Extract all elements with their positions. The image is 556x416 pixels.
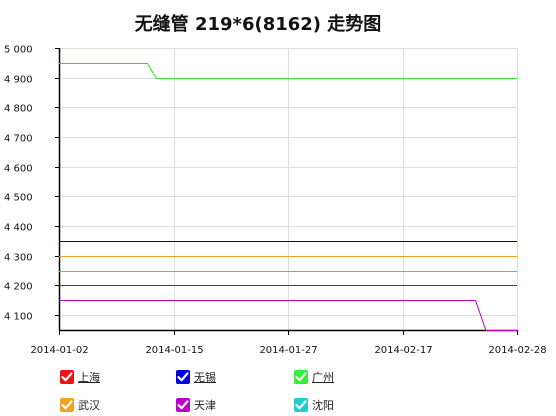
legend-checkbox[interactable] [60, 398, 74, 412]
y-tick-label: 4 100 [4, 312, 33, 323]
y-tick-label: 4 700 [4, 134, 33, 145]
check-icon [177, 372, 189, 382]
legend-checkbox[interactable] [176, 370, 190, 384]
y-tick-label: 4 200 [4, 282, 33, 293]
check-icon [295, 400, 307, 410]
legend-checkbox[interactable] [60, 370, 74, 384]
legend-item-广州[interactable]: 广州 [294, 369, 334, 385]
legend-checkbox[interactable] [176, 398, 190, 412]
y-tick-label: 4 400 [4, 223, 33, 234]
check-icon [295, 372, 307, 382]
check-icon [61, 372, 73, 382]
y-tick-labels: 5 000 4 900 4 800 4 700 4 600 4 500 4 400 4 300… [4, 45, 33, 323]
legend-label: 无锡 [194, 371, 216, 384]
x-tick-labels: 2014-01-02 2014-01-15 2014-01-27 2014-02-17… [30, 345, 546, 356]
series-line-天津 [59, 300, 517, 331]
y-tick-label: 5 000 [4, 45, 33, 56]
x-tick-label: 2014-02-17 [374, 345, 432, 356]
x-tick-label: 2014-01-27 [259, 345, 317, 356]
x-tick-label: 2014-02-28 [488, 345, 546, 356]
y-tick-label: 4 600 [4, 164, 33, 175]
legend-item-上海[interactable]: 上海 [60, 369, 100, 385]
legend-label: 沈阳 [312, 399, 334, 412]
check-icon [61, 400, 73, 410]
legend-label: 上海 [78, 371, 100, 384]
legend-label: 天津 [194, 399, 216, 412]
legend-item-武汉[interactable]: 武汉 [60, 397, 100, 413]
grid-lines [59, 48, 518, 330]
x-tick-label: 2014-01-15 [145, 345, 203, 356]
y-tick-label: 4 500 [4, 193, 33, 204]
legend-checkbox[interactable] [294, 370, 308, 384]
series-lines [59, 63, 517, 331]
axes [55, 48, 518, 335]
y-tick-label: 4 900 [4, 75, 33, 86]
x-tick-label: 2014-01-02 [30, 345, 88, 356]
legend-checkbox[interactable] [294, 398, 308, 412]
chart-title: 无缝管 219*6(8162) 走势图 [134, 14, 382, 35]
legend-item-沈阳[interactable]: 沈阳 [294, 397, 334, 413]
check-icon [177, 400, 189, 410]
legend-item-天津[interactable]: 天津 [176, 397, 216, 413]
legend-label: 广州 [312, 371, 334, 384]
legend-item-无锡[interactable]: 无锡 [176, 369, 216, 385]
series-line-广州 [59, 63, 517, 79]
legend-label: 武汉 [78, 399, 100, 412]
y-tick-label: 4 800 [4, 104, 33, 115]
y-tick-label: 4 300 [4, 253, 33, 264]
